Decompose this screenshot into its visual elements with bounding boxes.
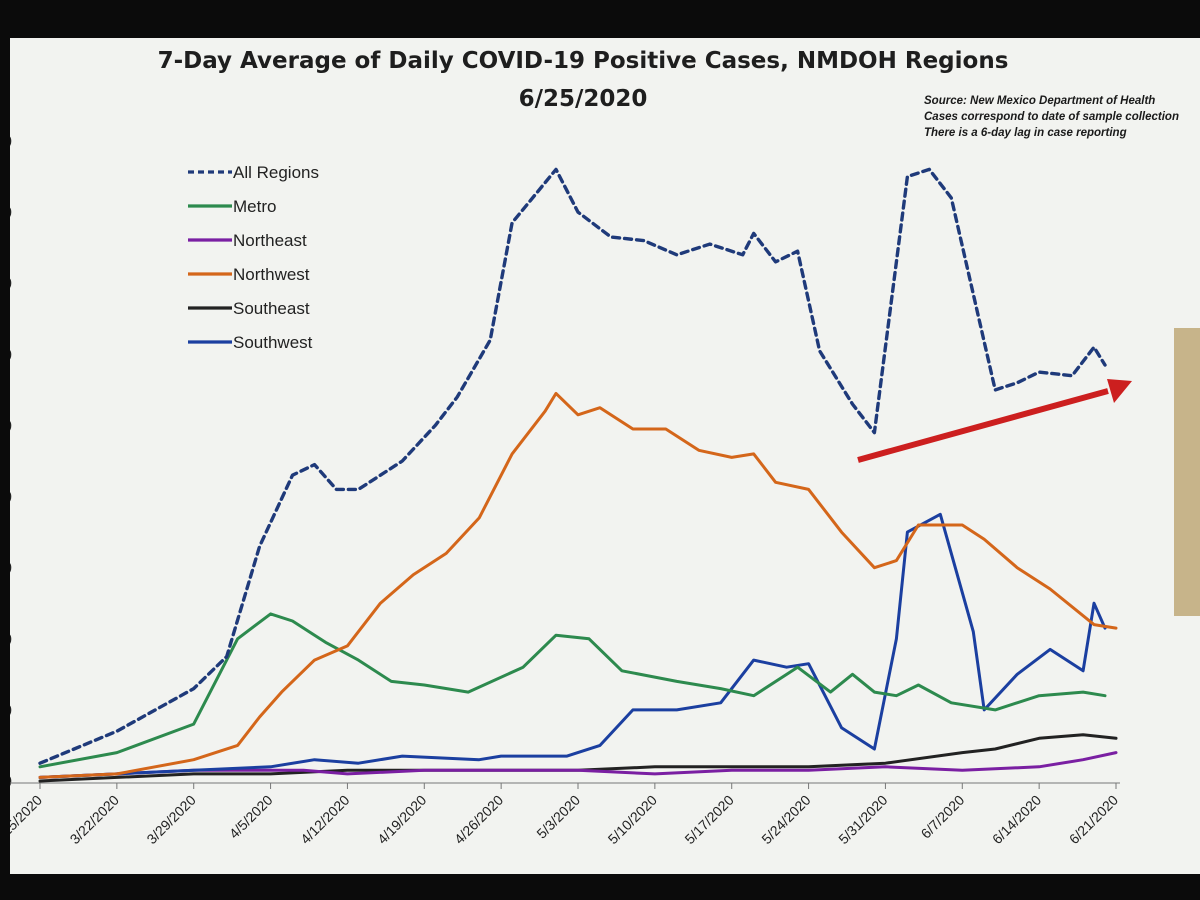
x-tick-label: 5/17/2020 (681, 792, 737, 848)
x-tick-label: 6/21/2020 (1066, 792, 1122, 848)
y-axis-ticks: 0 20 40 60 80 100 120 140 160 180 (10, 132, 12, 791)
trend-arrow (857, 379, 1132, 463)
legend: All Regions Metro Northeast Northwest Southe… (188, 163, 319, 352)
source-line-2: Cases correspond to date of sample colle… (924, 111, 1179, 123)
x-tick-label: 6/14/2020 (989, 792, 1045, 848)
trend-arrow-shaft (857, 388, 1109, 463)
series-line-northwest (38, 391, 1118, 779)
legend-label: Northwest (233, 265, 310, 284)
x-tick-label: 5/31/2020 (835, 792, 891, 848)
legend-label: Metro (233, 197, 276, 216)
x-tick-label: 5/24/2020 (758, 792, 814, 848)
x-tick-label: 4/12/2020 (297, 792, 353, 848)
y-tick-label: 180 (10, 132, 12, 151)
x-tick-label: 5/10/2020 (605, 792, 661, 848)
y-tick-label: 100 (10, 416, 12, 435)
x-axis-ticks: 3/15/2020 3/22/2020 3/29/2020 4/5/2020 4/12/… (10, 782, 1122, 848)
y-tick-label: 20 (10, 701, 12, 720)
x-tick-label: 3/15/2020 (10, 792, 45, 848)
chart-screen: 7-Day Average of Daily COVID-19 Positive… (10, 38, 1200, 874)
legend-label: Southwest (233, 333, 313, 352)
trend-arrow-head (1107, 379, 1132, 403)
y-tick-label: 120 (10, 345, 12, 364)
chart-title: 7-Day Average of Daily COVID-19 Positive… (158, 48, 1009, 74)
legend-label: Northeast (233, 231, 307, 250)
series-line-southeast (38, 733, 1118, 783)
y-tick-label: 0 (10, 772, 12, 791)
series-line-northeast (38, 751, 1118, 779)
source-line-1: Source: New Mexico Department of Health (924, 95, 1155, 107)
x-tick-label: 4/5/2020 (226, 792, 276, 842)
series-line-metro (38, 612, 1107, 769)
chart-subtitle: 6/25/2020 (519, 86, 648, 112)
x-tick-label: 6/7/2020 (918, 792, 968, 842)
x-tick-label: 4/26/2020 (451, 792, 507, 848)
x-tick-label: 5/3/2020 (533, 792, 583, 842)
legend-label: Southeast (233, 299, 310, 318)
side-panel (1174, 328, 1200, 616)
x-tick-label: 4/19/2020 (374, 792, 430, 848)
series-line-all-regions (38, 167, 1107, 765)
y-tick-label: 80 (10, 488, 12, 507)
y-tick-label: 60 (10, 559, 12, 578)
y-tick-label: 140 (10, 274, 12, 293)
y-tick-label: 160 (10, 203, 12, 222)
x-tick-label: 3/29/2020 (143, 792, 199, 848)
y-tick-label: 40 (10, 630, 12, 649)
source-line-3: There is a 6-day lag in case reporting (924, 127, 1127, 139)
x-tick-label: 3/22/2020 (67, 792, 123, 848)
series-lines (38, 167, 1118, 783)
legend-label: All Regions (233, 163, 319, 182)
covid-chart: 7-Day Average of Daily COVID-19 Positive… (10, 48, 1200, 848)
series-line-southwest (38, 512, 1107, 779)
